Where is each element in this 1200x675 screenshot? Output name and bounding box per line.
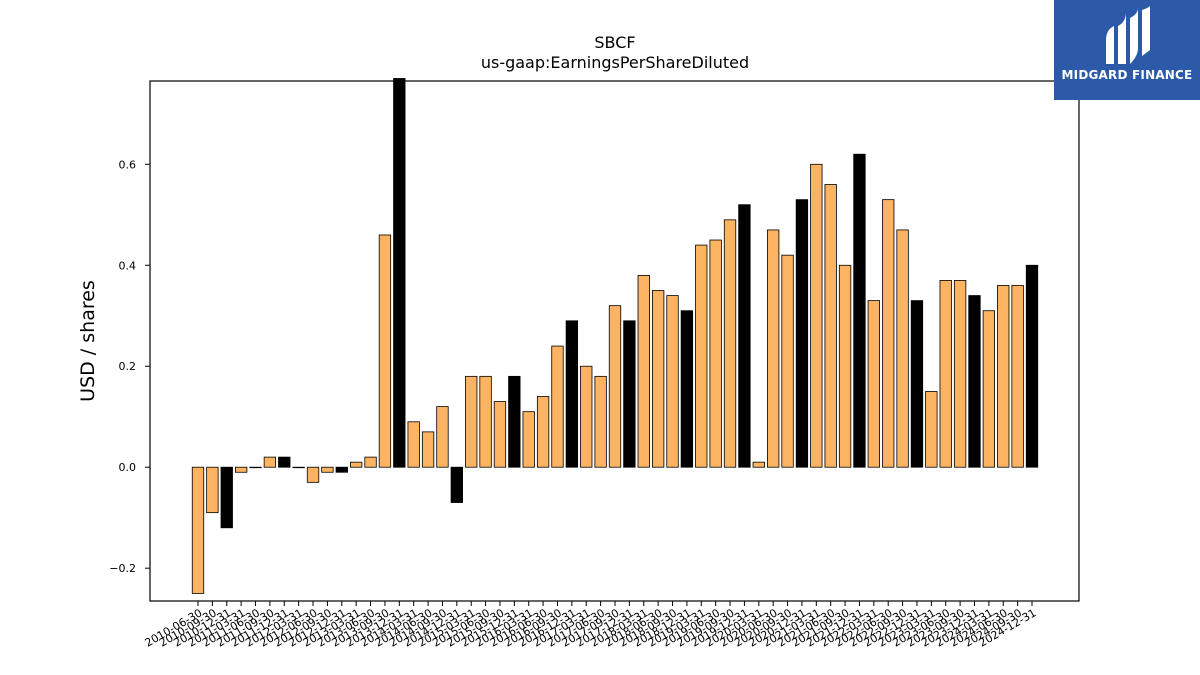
bar-2017-12-31 xyxy=(623,320,636,468)
bar-2015-06-30 xyxy=(479,375,492,468)
bar-2011-12-31 xyxy=(278,456,291,468)
bar-2012-09-30 xyxy=(321,466,334,473)
bar-2016-06-30 xyxy=(536,396,550,468)
bar-2011-09-30 xyxy=(263,456,277,468)
logo-mark-icon xyxy=(1106,6,1150,64)
bar-2016-09-30 xyxy=(551,345,564,468)
bar-2019-03-31 xyxy=(695,244,708,468)
bar-2017-09-30 xyxy=(608,305,622,468)
bar-2024-09-30 xyxy=(1011,285,1024,468)
bar-2011-06-30 xyxy=(249,466,262,469)
bar-2010-06-30 xyxy=(191,466,205,594)
bar-2023-09-30 xyxy=(953,280,967,468)
bar-2015-09-30 xyxy=(493,401,507,468)
bar-2020-06-30 xyxy=(767,229,780,468)
bar-2012-12-31 xyxy=(335,466,348,473)
y-tick-label: −0.2 xyxy=(109,562,136,575)
bar-2023-03-31 xyxy=(925,391,938,468)
bar-2023-06-30 xyxy=(939,280,952,468)
logo-text: MIDGARD FINANCE xyxy=(1061,68,1193,82)
bar-2020-03-31 xyxy=(752,461,765,468)
bar-2018-09-30 xyxy=(666,295,679,468)
y-tick-label: 0.0 xyxy=(119,461,137,474)
bar-2014-12-31 xyxy=(450,466,463,503)
bar-2014-09-30 xyxy=(436,406,449,468)
bar-2019-12-31 xyxy=(738,204,751,468)
plot-frame xyxy=(149,80,1080,602)
bars-group xyxy=(191,78,1039,594)
bar-2013-12-31 xyxy=(393,78,406,468)
bar-2018-06-30 xyxy=(651,290,665,468)
bar-2022-12-31 xyxy=(910,300,924,468)
bar-2013-03-31 xyxy=(350,461,363,468)
bar-2014-06-30 xyxy=(421,431,435,468)
bar-2012-03-31 xyxy=(292,466,305,469)
bar-2024-12-31 xyxy=(1025,264,1039,468)
bar-2013-09-30 xyxy=(378,234,392,468)
bar-2013-06-30 xyxy=(364,456,377,468)
bar-2020-09-30 xyxy=(781,254,794,468)
bar-2010-09-30 xyxy=(206,466,219,514)
chart-subtitle: us-gaap:EarningsPerShareDiluted xyxy=(481,53,749,72)
midgard-finance-logo: MIDGARD FINANCE xyxy=(1054,0,1200,100)
x-ticks-group: 2010-06-302010-09-302010-12-312011-03-31… xyxy=(143,601,1039,650)
bar-2012-06-30 xyxy=(306,466,320,483)
y-tick-label: 0.6 xyxy=(119,158,137,171)
bar-2015-03-31 xyxy=(465,375,478,468)
bar-2016-12-31 xyxy=(565,320,579,468)
bar-2022-06-30 xyxy=(882,199,895,468)
bar-2019-06-30 xyxy=(709,239,722,468)
bar-2021-12-31 xyxy=(853,153,866,468)
bar-2021-06-30 xyxy=(824,184,837,468)
bar-2015-12-31 xyxy=(508,375,521,468)
bar-2023-12-31 xyxy=(968,295,981,468)
bar-2021-09-30 xyxy=(838,264,852,468)
bar-2024-06-30 xyxy=(997,285,1010,468)
bar-2022-09-30 xyxy=(896,229,909,468)
bar-2020-12-31 xyxy=(795,199,809,468)
bar-2022-03-31 xyxy=(867,300,880,468)
bar-2018-03-31 xyxy=(637,274,650,468)
bar-2021-03-31 xyxy=(810,163,823,468)
y-ticks-group: −0.2 0.0 0.2 0.4 0.6 xyxy=(109,158,150,575)
bar-2024-03-31 xyxy=(982,310,996,468)
bar-2010-12-31 xyxy=(220,466,233,529)
bar-2011-03-31 xyxy=(234,466,248,473)
bar-2017-03-31 xyxy=(580,365,593,468)
bar-2017-06-30 xyxy=(594,375,607,468)
chart-title: SBCF xyxy=(594,33,635,52)
y-tick-label: 0.2 xyxy=(119,360,137,373)
bar-2018-12-31 xyxy=(680,310,694,468)
y-axis-label: USD / shares xyxy=(77,280,99,402)
bar-2019-09-30 xyxy=(723,219,737,468)
bar-2016-03-31 xyxy=(522,411,535,468)
bar-2014-03-31 xyxy=(407,421,420,468)
y-tick-label: 0.4 xyxy=(119,259,137,272)
